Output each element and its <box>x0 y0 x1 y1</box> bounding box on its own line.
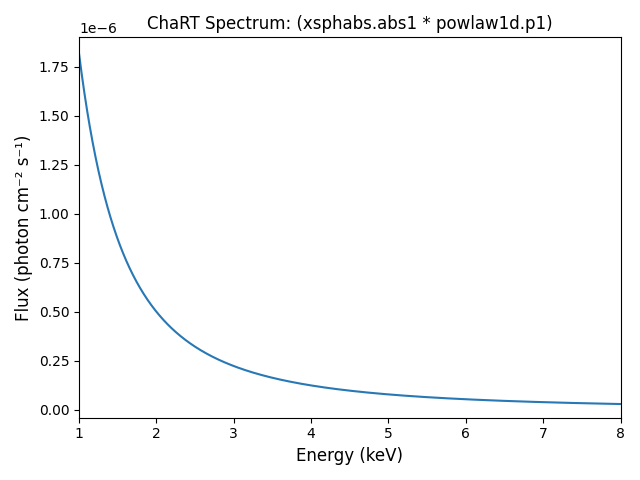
Y-axis label: Flux (photon cm⁻² s⁻¹): Flux (photon cm⁻² s⁻¹) <box>15 134 33 321</box>
Title: ChaRT Spectrum: (xsphabs.abs1 * powlaw1d.p1): ChaRT Spectrum: (xsphabs.abs1 * powlaw1d… <box>147 15 552 33</box>
X-axis label: Energy (keV): Energy (keV) <box>296 447 403 465</box>
